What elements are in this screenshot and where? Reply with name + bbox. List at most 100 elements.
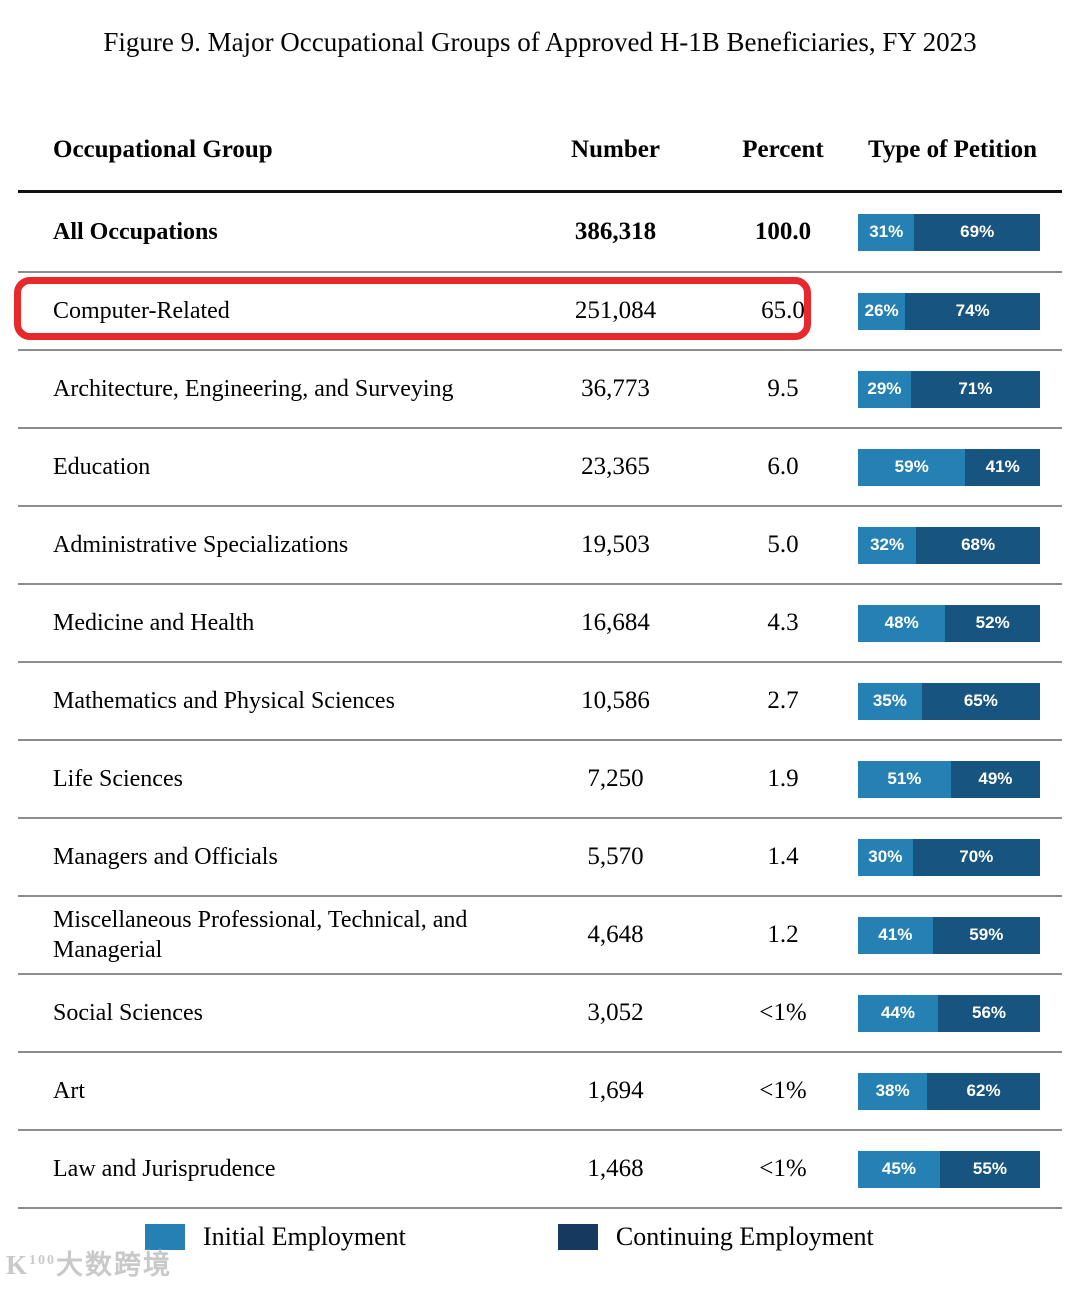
percent-value: <1% — [759, 999, 807, 1026]
legend: Initial Employment Continuing Employment — [145, 1222, 1080, 1252]
initial-employment-segment: 29% — [858, 370, 911, 408]
percent-value: <1% — [759, 1077, 807, 1104]
number-value: 23,365 — [581, 453, 650, 480]
continuing-employment-segment: 70% — [912, 838, 1040, 876]
petition-bar-cell: 45% 55% — [843, 1150, 1062, 1188]
table-row: Mathematics and Physical Sciences 10,586… — [18, 661, 1062, 739]
occupational-group-label: Education — [53, 454, 151, 480]
occupational-group-label: Computer-Related — [53, 298, 230, 324]
initial-employment-segment: 26% — [858, 292, 906, 330]
occupational-group-label: Administrative Specializations — [53, 532, 349, 558]
initial-employment-swatch-icon — [145, 1224, 185, 1250]
initial-employment-segment: 59% — [858, 448, 966, 486]
continuing-percent-label: 52% — [975, 613, 1010, 632]
petition-bar-cell: 31% 69% — [843, 213, 1062, 251]
continuing-employment-segment: 56% — [938, 994, 1040, 1032]
petition-bar-cell: 29% 71% — [843, 370, 1062, 408]
occupational-group-label: Mathematics and Physical Sciences — [53, 688, 395, 714]
petition-type-stacked-bar: 35% 65% — [858, 682, 1040, 720]
petition-type-stacked-bar: 29% 71% — [858, 370, 1040, 408]
percent-value: 4.3 — [767, 609, 799, 636]
petition-type-stacked-bar: 48% 52% — [858, 604, 1040, 642]
column-header-occupational-group: Occupational Group — [53, 136, 273, 163]
table-rows: All Occupations 386,318 100.0 31% 69% Co… — [18, 193, 1062, 1209]
initial-employment-segment: 32% — [858, 526, 917, 564]
table-row: Computer-Related 251,084 65.0 26% 74% — [18, 271, 1062, 349]
occupational-group-label: Architecture, Engineering, and Surveying — [53, 376, 454, 402]
percent-value: 5.0 — [767, 531, 799, 558]
number-value: 5,570 — [587, 843, 644, 870]
petition-bar-cell: 51% 49% — [843, 760, 1062, 798]
table-header: Occupational Group Number Percent Type o… — [18, 59, 1062, 193]
petition-type-stacked-bar: 51% 49% — [858, 760, 1040, 798]
petition-bar-cell: 26% 74% — [843, 292, 1062, 330]
watermark-logo: K100大数跨境 — [6, 1250, 173, 1280]
number-value: 19,503 — [581, 531, 650, 558]
initial-percent-label: 35% — [872, 691, 907, 710]
continuing-percent-label: 68% — [961, 535, 996, 554]
initial-percent-label: 59% — [894, 457, 929, 476]
occupational-group-label: Medicine and Health — [53, 610, 255, 636]
initial-employment-segment: 41% — [858, 916, 933, 954]
continuing-employment-segment: 69% — [914, 213, 1040, 251]
initial-percent-label: 30% — [868, 847, 903, 866]
initial-employment-segment: 30% — [858, 838, 913, 876]
continuing-employment-segment: 41% — [965, 448, 1040, 486]
continuing-percent-label: 71% — [958, 379, 993, 398]
percent-value: 1.2 — [767, 921, 799, 948]
number-value: 16,684 — [581, 609, 650, 636]
continuing-percent-label: 59% — [969, 925, 1004, 944]
continuing-employment-segment: 71% — [910, 370, 1040, 408]
number-value: 4,648 — [587, 921, 644, 948]
table-row: Miscellaneous Professional, Technical, a… — [18, 895, 1062, 973]
number-value: 386,318 — [574, 218, 657, 245]
table-row: All Occupations 386,318 100.0 31% 69% — [18, 193, 1062, 271]
petition-type-stacked-bar: 31% 69% — [858, 213, 1040, 251]
continuing-employment-segment: 62% — [927, 1072, 1040, 1110]
initial-employment-segment: 44% — [858, 994, 939, 1032]
continuing-employment-swatch-icon — [557, 1224, 598, 1250]
initial-employment-segment: 51% — [858, 760, 951, 798]
continuing-percent-label: 49% — [978, 769, 1013, 788]
initial-percent-label: 44% — [881, 1003, 916, 1022]
legend-label-continuing: Continuing Employment — [615, 1222, 874, 1251]
table-row: Life Sciences 7,250 1.9 51% 49% — [18, 739, 1062, 817]
continuing-percent-label: 56% — [972, 1003, 1007, 1022]
continuing-employment-segment: 65% — [921, 682, 1040, 720]
initial-employment-segment: 48% — [858, 604, 946, 642]
table-row: Architecture, Engineering, and Surveying… — [18, 349, 1062, 427]
number-value: 7,250 — [587, 765, 644, 792]
petition-bar-cell: 32% 68% — [843, 526, 1062, 564]
continuing-employment-segment: 52% — [945, 604, 1040, 642]
petition-type-stacked-bar: 26% 74% — [858, 292, 1040, 330]
initial-percent-label: 41% — [878, 925, 913, 944]
percent-value: 1.4 — [767, 843, 799, 870]
number-value: 1,468 — [587, 1155, 644, 1182]
table-row: Medicine and Health 16,684 4.3 48% 52% — [18, 583, 1062, 661]
continuing-employment-segment: 68% — [916, 526, 1040, 564]
petition-type-stacked-bar: 38% 62% — [858, 1072, 1040, 1110]
continuing-employment-segment: 55% — [939, 1150, 1040, 1188]
initial-percent-label: 31% — [869, 222, 904, 241]
petition-bar-cell: 59% 41% — [843, 448, 1062, 486]
table-row: Social Sciences 3,052 <1% 44% 56% — [18, 973, 1062, 1051]
legend-label-initial: Initial Employment — [203, 1222, 406, 1251]
column-header-type-of-petition: Type of Petition — [868, 136, 1037, 163]
initial-percent-label: 32% — [870, 535, 905, 554]
initial-percent-label: 26% — [864, 301, 899, 320]
column-header-number: Number — [571, 136, 660, 163]
occupational-group-label: All Occupations — [53, 219, 218, 245]
initial-percent-label: 29% — [867, 379, 902, 398]
petition-bar-cell: 44% 56% — [843, 994, 1062, 1032]
percent-value: <1% — [759, 1155, 807, 1182]
percent-value: 100.0 — [754, 218, 812, 245]
petition-type-stacked-bar: 59% 41% — [858, 448, 1040, 486]
number-value: 10,586 — [581, 687, 650, 714]
table-row: Art 1,694 <1% 38% 62% — [18, 1051, 1062, 1129]
continuing-percent-label: 65% — [963, 691, 998, 710]
petition-bar-cell: 35% 65% — [843, 682, 1062, 720]
petition-type-stacked-bar: 41% 59% — [858, 916, 1040, 954]
initial-percent-label: 45% — [881, 1159, 916, 1178]
petition-bar-cell: 41% 59% — [843, 916, 1062, 954]
